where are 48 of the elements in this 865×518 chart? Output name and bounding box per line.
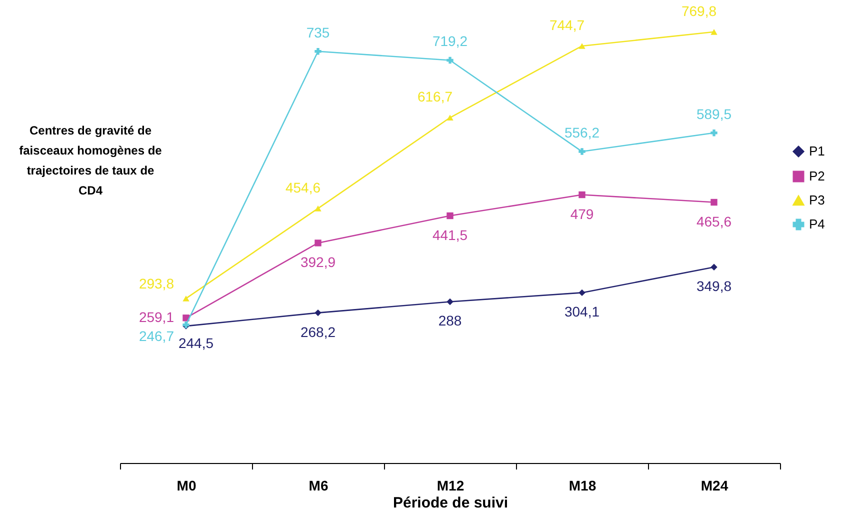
data-label: 719,2 xyxy=(432,33,468,50)
point xyxy=(314,206,322,212)
data-label: 288 xyxy=(438,312,462,329)
point xyxy=(446,114,454,121)
x-tick-label: M12 xyxy=(436,478,464,494)
y-axis-title: Centres de gravité de faisceaux homogènes de trajectoires de taux de CD4 xyxy=(19,124,162,198)
point xyxy=(446,298,454,306)
point xyxy=(182,296,190,302)
data-label: 556,2 xyxy=(564,124,600,141)
data-label: 259,1 xyxy=(138,308,174,325)
data-label: 349,8 xyxy=(696,278,732,294)
data-label: 769,8 xyxy=(681,2,717,19)
x-axis-title: Période de suivi xyxy=(392,494,508,512)
point xyxy=(578,148,586,155)
data-label: 392,9 xyxy=(300,254,336,270)
data-label: 244,5 xyxy=(178,335,214,352)
legend-label: P1 xyxy=(809,144,825,158)
legend-label: P3 xyxy=(809,192,825,208)
legend-label: P2 xyxy=(809,168,825,184)
data-label: 268,2 xyxy=(300,324,336,340)
point xyxy=(710,29,718,35)
x-tick-label: M18 xyxy=(568,478,596,494)
point xyxy=(710,264,718,270)
data-label: 304,1 xyxy=(564,304,600,320)
data-label: 589,5 xyxy=(696,106,732,122)
data-label: 293,8 xyxy=(138,275,174,292)
point xyxy=(314,309,322,316)
data-label: 616,7 xyxy=(417,88,453,105)
data-label: 735 xyxy=(306,24,330,40)
point xyxy=(710,130,718,136)
x-tick-label: M0 xyxy=(176,478,196,494)
point xyxy=(314,48,322,55)
x-tick-label: M6 xyxy=(308,478,328,494)
data-label: 479 xyxy=(570,206,594,222)
data-label: 465,6 xyxy=(696,213,732,230)
x-tick-label: M24 xyxy=(700,478,728,494)
data-label: 454,6 xyxy=(285,179,321,196)
data-label: 246,7 xyxy=(138,328,174,344)
point xyxy=(446,56,454,64)
point xyxy=(314,240,322,246)
point xyxy=(578,43,586,49)
point xyxy=(710,198,718,206)
point xyxy=(578,191,586,198)
data-label: 744,7 xyxy=(549,16,585,33)
point xyxy=(446,212,454,220)
data-label: 441,5 xyxy=(432,226,468,243)
legend-label: P4 xyxy=(809,216,825,232)
point xyxy=(578,289,586,296)
